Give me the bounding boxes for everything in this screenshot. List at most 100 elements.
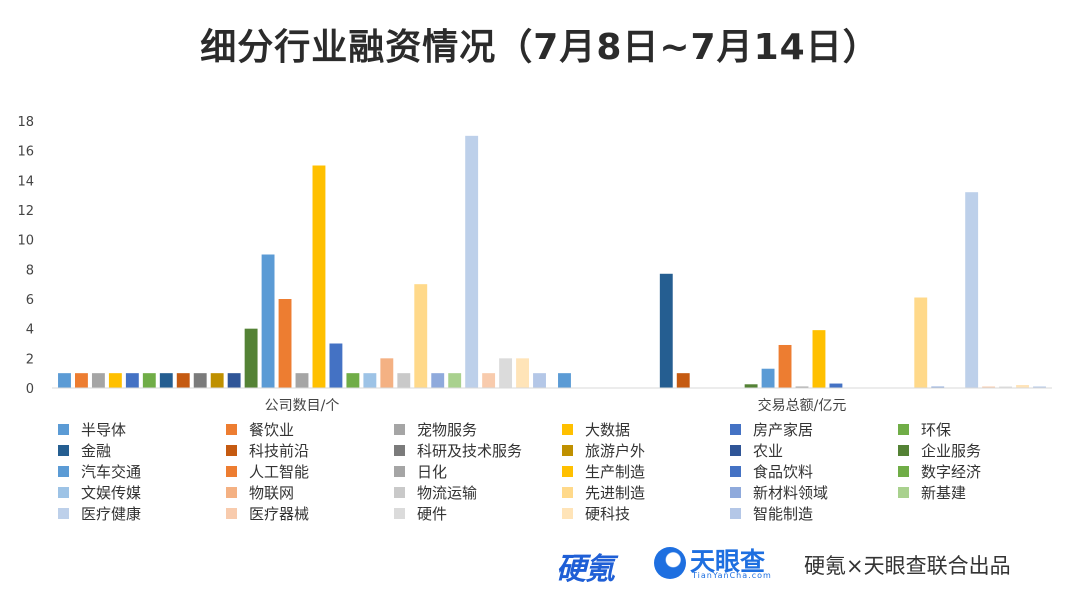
- legend-swatch: [58, 444, 69, 456]
- legend-item: 硬件: [394, 504, 562, 523]
- legend-item: 人工智能: [226, 462, 394, 481]
- legend-swatch: [562, 465, 573, 477]
- footer-tagline: 硬氪×天眼查联合出品: [804, 554, 1011, 578]
- bar-amount-25: [982, 386, 996, 388]
- legend-swatch: [58, 465, 69, 477]
- legend-label: 智能制造: [753, 504, 814, 523]
- legend-label: 半导体: [81, 420, 127, 439]
- bar-count-12: [261, 254, 275, 388]
- x-category-label: 交易总额/亿元: [758, 397, 847, 414]
- y-tick-label: 16: [17, 145, 34, 160]
- legend-item: 大数据: [562, 420, 730, 439]
- bar-count-3: [108, 373, 122, 388]
- legend-item: 科研及技术服务: [394, 441, 562, 460]
- legend-label: 房产家居: [753, 420, 814, 439]
- legend-item: 医疗健康: [58, 504, 226, 523]
- legend-swatch: [898, 444, 909, 456]
- bar-count-2: [91, 373, 105, 388]
- bar-count-13: [278, 299, 292, 388]
- bar-amount-21: [914, 297, 928, 388]
- legend-swatch: [730, 507, 741, 519]
- y-tick-label: 2: [26, 352, 34, 367]
- bar-amount-22: [931, 386, 945, 388]
- legend-swatch: [58, 507, 69, 519]
- bars-group: [58, 135, 1046, 388]
- bar-count-27: [516, 358, 529, 388]
- legend-label: 硬科技: [585, 504, 631, 523]
- bar-count-15: [312, 165, 326, 388]
- bar-amount-11: [744, 384, 758, 388]
- bar-count-20: [397, 373, 411, 388]
- legend-swatch: [394, 465, 405, 477]
- tianyancha-eye-icon: [654, 547, 686, 579]
- bar-count-24: [465, 135, 479, 388]
- legend-label: 汽车交通: [81, 462, 142, 481]
- y-tick-label: 10: [17, 234, 34, 249]
- legend-swatch: [226, 507, 237, 519]
- legend-label: 生产制造: [585, 462, 646, 481]
- legend-swatch: [898, 465, 909, 477]
- legend-item: 日化: [394, 462, 562, 481]
- legend-item: 数字经济: [898, 462, 1066, 481]
- legend-swatch: [562, 423, 573, 435]
- bar-count-25: [482, 373, 496, 388]
- legend-swatch: [226, 486, 237, 498]
- legend-item: 餐饮业: [226, 420, 394, 439]
- tianyancha-logo-name: 天眼查: [690, 547, 766, 576]
- legend-item: 汽车交通: [58, 462, 226, 481]
- bar-count-10: [227, 373, 241, 388]
- legend-item: 企业服务: [898, 441, 1066, 460]
- legend-swatch: [226, 423, 237, 435]
- legend-item: 新基建: [898, 483, 1066, 502]
- legend-label: 日化: [417, 462, 448, 481]
- bar-amount-15: [812, 330, 826, 388]
- legend-swatch: [562, 507, 573, 519]
- legend-label: 医疗器械: [249, 504, 310, 523]
- legend-item: 科技前沿: [226, 441, 394, 460]
- legend-label: 文娱传媒: [81, 483, 142, 502]
- bar-amount-0: [558, 373, 571, 388]
- bar-count-8: [193, 373, 207, 388]
- legend-item: 物流运输: [394, 483, 562, 502]
- legend-item: 半导体: [58, 420, 226, 439]
- legend-label: 环保: [921, 420, 952, 439]
- legend-item: 硬科技: [562, 504, 730, 523]
- bar-amount-27: [1016, 385, 1029, 388]
- tianyancha-logo: 天眼查 TianYanCha.com: [654, 544, 794, 584]
- bar-count-28: [533, 373, 546, 388]
- legend-label: 先进制造: [585, 483, 646, 502]
- legend-item: 宠物服务: [394, 420, 562, 439]
- tianyancha-logo-domain: TianYanCha.com: [692, 571, 772, 580]
- yingke-logo: 硬氪: [556, 552, 615, 587]
- bar-count-11: [244, 328, 258, 388]
- legend-item: 文娱传媒: [58, 483, 226, 502]
- legend-label: 物联网: [249, 483, 295, 502]
- bar-count-22: [431, 373, 445, 388]
- legend-item: 房产家居: [730, 420, 898, 439]
- y-axis: 0 2 4 6 8 10 12 14 16 18: [17, 115, 34, 397]
- bar-amount-7: [676, 373, 690, 388]
- legend-swatch: [226, 465, 237, 477]
- bar-amount-6: [659, 273, 673, 388]
- legend-item: 物联网: [226, 483, 394, 502]
- legend-swatch: [394, 507, 405, 519]
- y-tick-label: 8: [26, 263, 34, 278]
- legend-item: 旅游户外: [562, 441, 730, 460]
- legend-label: 宠物服务: [417, 420, 478, 439]
- bar-count-18: [363, 373, 377, 388]
- legend-label: 科研及技术服务: [417, 441, 523, 460]
- bar-count-5: [142, 373, 156, 388]
- y-tick-label: 12: [17, 204, 34, 219]
- bar-count-16: [329, 343, 343, 388]
- bar-count-23: [448, 373, 462, 388]
- legend-swatch: [730, 465, 741, 477]
- y-tick-label: 18: [17, 115, 34, 130]
- y-tick-label: 14: [17, 174, 34, 189]
- legend-label: 新材料领域: [753, 483, 829, 502]
- bar-count-1: [75, 373, 88, 388]
- legend-item: 智能制造: [730, 504, 898, 523]
- legend-swatch: [58, 423, 69, 435]
- legend-swatch: [226, 444, 237, 456]
- legend-label: 餐饮业: [249, 420, 295, 439]
- bar-count-17: [346, 373, 360, 388]
